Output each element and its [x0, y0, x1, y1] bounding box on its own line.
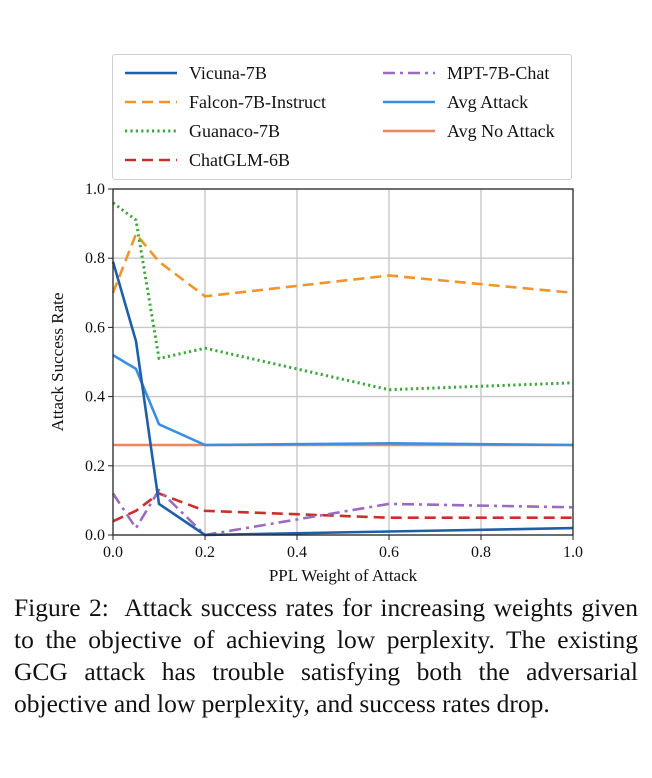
plot-frame	[112, 188, 574, 536]
x-tick-label: 0.4	[287, 544, 307, 561]
legend-label: Vicuna-7B	[189, 62, 267, 83]
caption-text: Attack success rates for increasing weig…	[14, 593, 638, 718]
series-line-vicuna-7b	[111, 261, 574, 537]
series-line-chatglm-6b	[112, 492, 573, 523]
tick-labels: 0.0 0.2 0.4 0.6 0.8 1.0 0.0 0.2 0.4 0.6 0.8 1.0	[85, 181, 583, 561]
series-line-avg-attack	[112, 353, 574, 447]
legend-swatch	[125, 158, 177, 162]
legend-item: Falcon-7B-Instruct	[123, 88, 326, 116]
legend-item: ChatGLM-6B	[123, 146, 290, 174]
legend-item: MPT-7B-Chat	[381, 59, 549, 87]
legend-swatch	[125, 100, 177, 104]
legend-label: Avg Attack	[447, 91, 529, 112]
legend: Vicuna-7B Falcon-7B-Instruct Guanaco-7B Cha…	[112, 54, 572, 180]
legend-label: ChatGLM-6B	[189, 149, 290, 170]
legend-swatch	[383, 100, 435, 104]
legend-swatch	[383, 71, 435, 75]
x-tick-label: 1.0	[563, 544, 583, 561]
series-lines	[111, 201, 574, 537]
x-tick-label: 0.8	[471, 544, 491, 561]
grid	[112, 188, 574, 536]
legend-swatch	[125, 71, 177, 75]
x-tick-label: 0.2	[195, 544, 215, 561]
line-chart: 0.0 0.2 0.4 0.6 0.8 1.0 0.0 0.2 0.4 0.6 0.8 1.0 PPL…	[48, 181, 583, 585]
y-axis-label: Attack Success Rate	[48, 293, 67, 432]
legend-item: Guanaco-7B	[123, 117, 280, 145]
legend-swatch	[383, 129, 435, 133]
y-tick-label: 1.0	[85, 181, 105, 198]
legend-label: MPT-7B-Chat	[447, 62, 550, 83]
y-tick-label: 0.2	[85, 458, 105, 475]
legend-label: Guanaco-7B	[189, 120, 280, 141]
chart: 0.0 0.2 0.4 0.6 0.8 1.0 0.0 0.2 0.4 0.6 0.8 1.0 PPL…	[48, 54, 583, 585]
legend-item: Avg Attack	[381, 88, 528, 116]
figure-caption: Figure 2: Attack success rates for incre…	[14, 592, 638, 720]
y-tick-label: 0.8	[85, 250, 105, 267]
legend-label: Avg No Attack	[447, 120, 555, 141]
y-tick-label: 0.0	[85, 527, 105, 544]
legend-swatch	[125, 129, 177, 133]
legend-item: Avg No Attack	[381, 117, 555, 145]
x-tick-label: 0.6	[379, 544, 399, 561]
legend-item: Vicuna-7B	[123, 59, 267, 87]
series-line-falcon-7b-instruct	[111, 232, 574, 298]
legend-label: Falcon-7B-Instruct	[189, 91, 326, 112]
caption-label: Figure 2:	[14, 593, 109, 622]
series-line-mpt-7b-chat	[111, 488, 574, 537]
x-tick-label: 0.0	[103, 544, 123, 561]
y-tick-label: 0.6	[85, 319, 105, 336]
series-line-guanaco-7b	[112, 201, 574, 392]
x-axis-label: PPL Weight of Attack	[269, 566, 418, 585]
y-tick-label: 0.4	[85, 389, 105, 406]
